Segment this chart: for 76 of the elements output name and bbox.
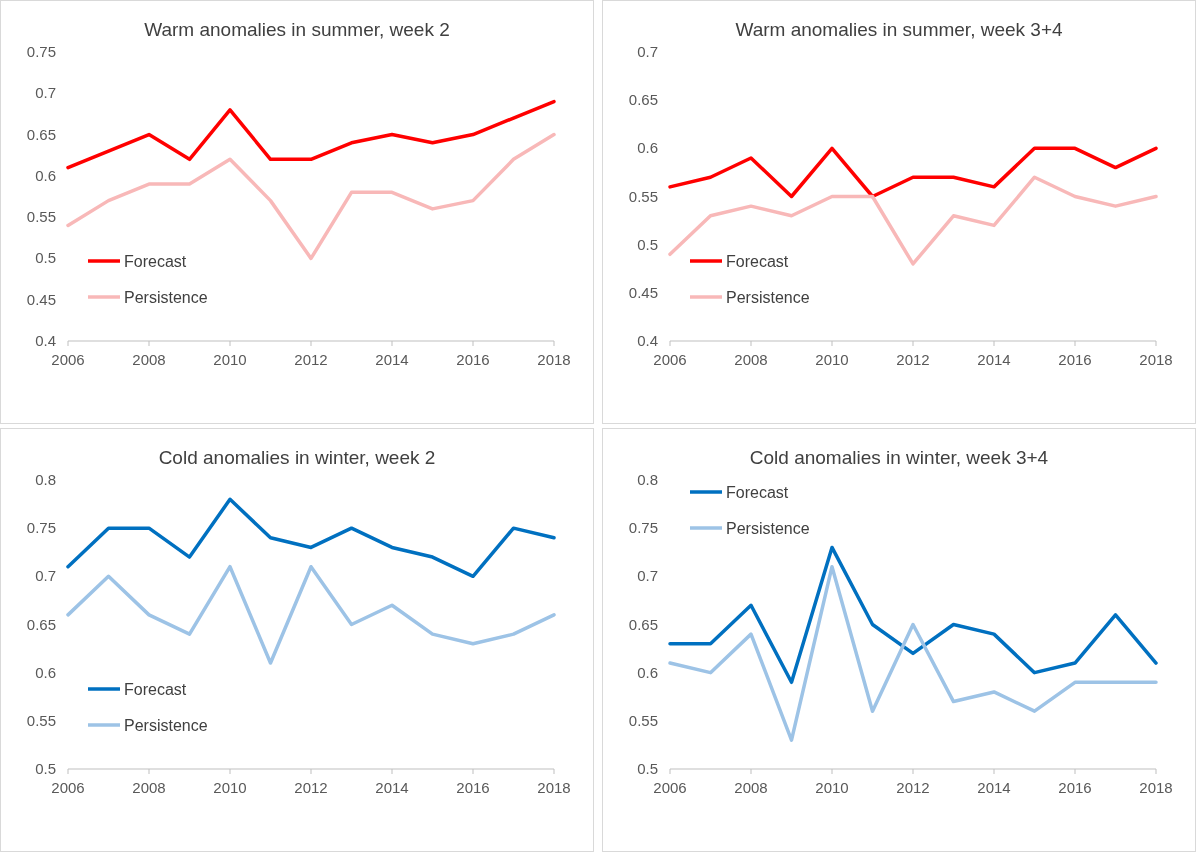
x-tick-label: 2010 (815, 779, 849, 796)
y-tick-label: 0.8 (637, 471, 658, 488)
y-tick-label: 0.55 (26, 711, 56, 729)
y-tick-label: 0.65 (26, 125, 56, 143)
chart-title: Warm anomalies in summer, week 3+4 (735, 19, 1064, 40)
x-tick-label: 2006 (51, 779, 85, 796)
y-tick-label: 0.45 (26, 290, 56, 308)
x-tick-label: 2008 (734, 351, 768, 368)
x-tick-label: 2006 (51, 351, 85, 368)
x-tick-label: 2018 (1139, 351, 1173, 368)
x-tick-label: 2012 (896, 779, 930, 796)
x-tick-label: 2012 (294, 351, 328, 368)
line-series (668, 545, 1158, 685)
legend-label: Forecast (124, 253, 187, 270)
chart-title: Warm anomalies in summer, week 2 (144, 19, 450, 40)
chart-title: Cold anomalies in winter, week 2 (158, 447, 436, 468)
y-tick-label: 0.65 (628, 615, 658, 633)
y-tick-label: 0.5 (637, 760, 658, 777)
x-tick-label: 2018 (537, 351, 571, 368)
y-tick-label: 0.6 (35, 166, 56, 184)
legend-label: Forecast (726, 484, 789, 501)
y-tick-label: 0.6 (637, 663, 658, 681)
y-tick-label: 0.65 (26, 615, 56, 633)
legend-label: Forecast (726, 253, 789, 270)
y-tick-label: 0.65 (628, 91, 658, 109)
x-tick-label: 2016 (1058, 779, 1092, 796)
x-tick-label: 2010 (213, 351, 247, 368)
x-tick-label: 2006 (653, 351, 687, 368)
y-tick-label: 0.7 (637, 567, 658, 585)
y-tick-label: 0.5 (637, 235, 658, 253)
y-tick-label: 0.6 (35, 663, 56, 681)
line-series (668, 146, 1158, 199)
x-tick-label: 2012 (294, 779, 328, 796)
x-tick-label: 2014 (375, 351, 409, 368)
line-series (66, 564, 556, 665)
y-tick-label: 0.6 (637, 139, 658, 157)
y-tick-label: 0.8 (35, 471, 56, 488)
x-tick-label: 2016 (456, 779, 490, 796)
x-tick-label: 2012 (896, 351, 930, 368)
x-tick-label: 2006 (653, 779, 687, 796)
y-tick-label: 0.7 (35, 84, 56, 102)
y-tick-label: 0.4 (35, 332, 56, 349)
line-series (668, 564, 1158, 742)
chart-title: Cold anomalies in winter, week 3+4 (749, 447, 1049, 468)
x-tick-label: 2016 (456, 351, 490, 368)
y-tick-label: 0.45 (628, 283, 658, 301)
x-tick-label: 2014 (977, 779, 1011, 796)
legend-label: Persistence (124, 717, 208, 734)
x-tick-label: 2010 (213, 779, 247, 796)
legend-label: Persistence (124, 289, 208, 306)
x-tick-label: 2010 (815, 351, 849, 368)
x-tick-label: 2018 (537, 779, 571, 796)
line-series (66, 497, 556, 579)
x-tick-label: 2008 (132, 779, 166, 796)
legend-label: Persistence (726, 520, 810, 537)
line-series (66, 99, 556, 170)
x-tick-label: 2016 (1058, 351, 1092, 368)
y-tick-label: 0.75 (26, 43, 56, 60)
y-tick-label: 0.55 (26, 208, 56, 226)
y-tick-label: 0.7 (35, 567, 56, 585)
x-tick-label: 2008 (734, 779, 768, 796)
x-tick-label: 2014 (977, 351, 1011, 368)
y-tick-label: 0.5 (35, 760, 56, 777)
y-tick-label: 0.5 (35, 249, 56, 267)
x-tick-label: 2014 (375, 779, 409, 796)
y-tick-label: 0.75 (26, 519, 56, 537)
y-tick-label: 0.55 (628, 187, 658, 205)
legend-label: Persistence (726, 289, 810, 306)
y-tick-label: 0.7 (637, 43, 658, 60)
x-tick-label: 2008 (132, 351, 166, 368)
y-tick-label: 0.75 (628, 519, 658, 537)
y-tick-label: 0.4 (637, 332, 658, 349)
legend-label: Forecast (124, 681, 187, 698)
line-series (668, 175, 1158, 266)
y-tick-label: 0.55 (628, 711, 658, 729)
x-tick-label: 2018 (1139, 779, 1173, 796)
